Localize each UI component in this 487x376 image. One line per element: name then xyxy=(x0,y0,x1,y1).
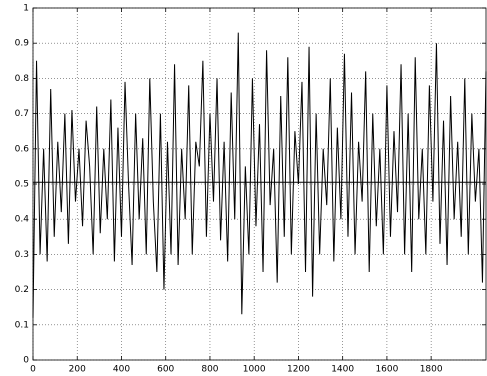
x-tick-label: 400 xyxy=(113,365,130,375)
x-tick-label: 1800 xyxy=(420,365,443,375)
y-tick-label: 0.7 xyxy=(15,109,29,119)
y-tick-label: 0.1 xyxy=(15,320,29,330)
y-tick-label: 0.6 xyxy=(15,144,30,154)
y-tick-label: 0 xyxy=(23,356,29,366)
axes-box xyxy=(32,7,487,361)
y-tick-label: 0.3 xyxy=(15,250,29,260)
y-tick-label: 0.8 xyxy=(15,74,30,84)
y-tick-label: 0.5 xyxy=(15,180,29,190)
x-tick-label: 1200 xyxy=(287,365,310,375)
x-tick-label: 800 xyxy=(201,365,218,375)
x-tick-label: 200 xyxy=(69,365,86,375)
x-tick-label: 1600 xyxy=(375,365,398,375)
x-tick-label: 1000 xyxy=(243,365,266,375)
y-tick-label: 0.2 xyxy=(15,285,29,295)
x-tick-label: 600 xyxy=(157,365,174,375)
x-tick-label: 1400 xyxy=(331,365,354,375)
y-tick-label: 0.9 xyxy=(15,39,30,49)
y-tick-label: 1 xyxy=(23,4,29,14)
x-tick-label: 0 xyxy=(30,365,36,375)
data-line xyxy=(32,32,487,318)
y-tick-label: 0.4 xyxy=(15,215,30,225)
